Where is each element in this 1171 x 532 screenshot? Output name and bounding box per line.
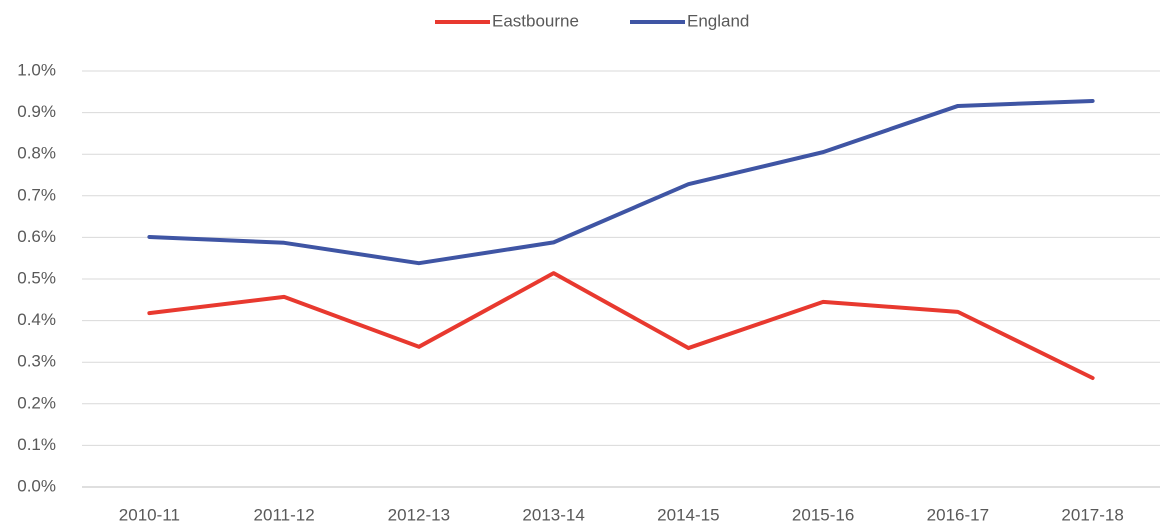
x-tick-label: 2014-15 xyxy=(657,505,719,524)
x-tick-label: 2010-11 xyxy=(119,505,180,524)
y-tick-label: 0.1% xyxy=(17,435,56,454)
y-tick-label: 0.2% xyxy=(17,393,56,412)
legend-label: England xyxy=(687,11,749,30)
x-tick-label: 2013-14 xyxy=(522,505,584,524)
y-tick-label: 0.7% xyxy=(17,185,56,204)
x-tick-label: 2016-17 xyxy=(927,505,989,524)
x-tick-label: 2015-16 xyxy=(792,505,854,524)
series-line xyxy=(147,271,1095,381)
y-tick-label: 0.5% xyxy=(17,268,56,287)
y-tick-label: 0.6% xyxy=(17,227,56,246)
series-line xyxy=(147,98,1095,266)
y-tick-label: 0.9% xyxy=(17,102,56,121)
x-tick-label: 2011-12 xyxy=(254,505,315,524)
y-tick-label: 0.0% xyxy=(17,476,56,495)
x-tick-label: 2017-18 xyxy=(1061,505,1123,524)
y-tick-label: 1.0% xyxy=(17,60,56,79)
y-tick-label: 0.3% xyxy=(17,352,56,371)
y-tick-label: 0.4% xyxy=(17,310,56,329)
y-tick-label: 0.8% xyxy=(17,144,56,163)
x-tick-label: 2012-13 xyxy=(388,505,450,524)
legend-label: Eastbourne xyxy=(492,11,579,30)
